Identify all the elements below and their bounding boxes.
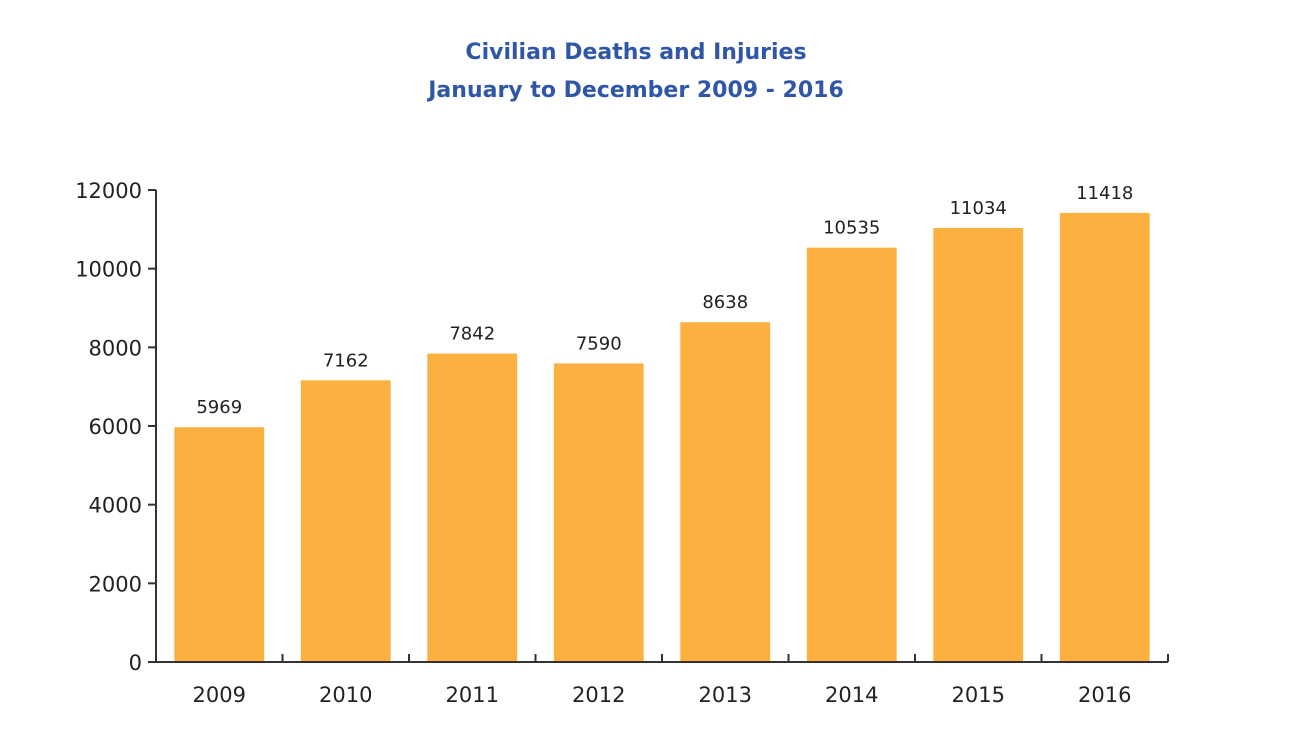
x-tick-label: 2012 xyxy=(572,683,625,707)
x-tick-label: 2009 xyxy=(193,683,246,707)
bar-value-label: 5969 xyxy=(196,397,242,418)
bar xyxy=(1059,212,1150,662)
bar xyxy=(933,227,1024,662)
y-tick-label: 8000 xyxy=(89,336,142,360)
bar xyxy=(427,353,518,662)
y-ticks-group: 0 2000 4000 6000 8000 10000 12000 xyxy=(75,179,156,675)
x-ticks-group: 2009 2010 2011 2012 2013 2014 2015 2016 xyxy=(193,654,1169,707)
bar-value-label: 8638 xyxy=(702,292,748,313)
bar-value-label: 7842 xyxy=(449,324,495,345)
value-labels-group: 5969 7162 7842 7590 8638 10535 11034 11418 xyxy=(196,183,1133,418)
x-tick-label: 2010 xyxy=(319,683,372,707)
y-tick-label: 2000 xyxy=(89,572,142,596)
bar-value-label: 7590 xyxy=(576,333,622,354)
bar xyxy=(553,363,644,662)
y-tick-label: 0 xyxy=(129,651,142,675)
bar xyxy=(300,380,391,662)
x-tick-label: 2013 xyxy=(699,683,752,707)
chart-subtitle: January to December 2009 - 2016 xyxy=(428,78,844,103)
bar-value-label: 11034 xyxy=(950,198,1007,219)
y-tick-label: 4000 xyxy=(89,494,142,518)
chart-title: Civilian Deaths and Injuries xyxy=(465,40,807,65)
bar-value-label: 7162 xyxy=(323,350,369,371)
chart-title-block: Civilian Deaths and Injuries January to … xyxy=(0,34,1272,110)
y-tick-label: 10000 xyxy=(75,258,142,282)
bar xyxy=(806,247,897,662)
y-tick-label: 6000 xyxy=(89,415,142,439)
bar xyxy=(174,427,265,662)
bars-group xyxy=(174,212,1150,662)
x-tick-label: 2011 xyxy=(446,683,499,707)
x-tick-label: 2015 xyxy=(952,683,1005,707)
bar-value-label: 10535 xyxy=(823,218,880,239)
bar-value-label: 11418 xyxy=(1076,183,1133,204)
x-tick-label: 2014 xyxy=(825,683,878,707)
x-tick-label: 2016 xyxy=(1078,683,1131,707)
bar xyxy=(680,322,771,662)
y-tick-label: 12000 xyxy=(75,179,142,203)
